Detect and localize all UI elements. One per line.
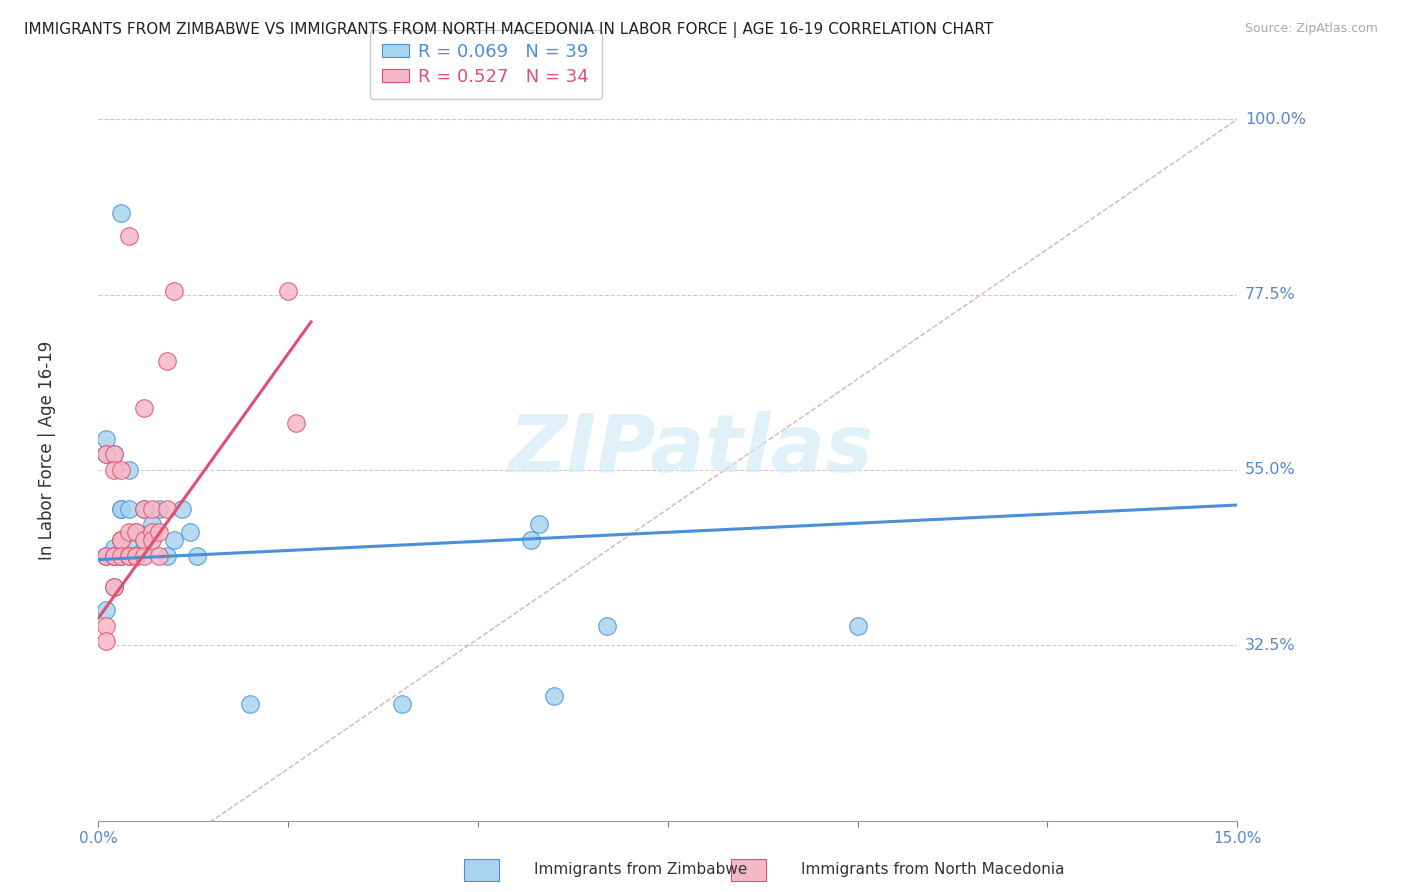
Point <box>543 689 565 703</box>
Point <box>148 502 170 516</box>
Point <box>125 525 148 540</box>
Text: In Labor Force | Age 16-19: In Labor Force | Age 16-19 <box>38 341 56 560</box>
Point <box>186 549 208 563</box>
Point <box>94 549 117 563</box>
Point <box>94 432 117 446</box>
Point <box>132 533 155 547</box>
Point <box>125 549 148 563</box>
Point <box>94 634 117 648</box>
Point <box>391 697 413 711</box>
Point <box>94 447 117 461</box>
Point <box>118 525 141 540</box>
Text: Source: ZipAtlas.com: Source: ZipAtlas.com <box>1244 22 1378 36</box>
Point <box>94 603 117 617</box>
Point <box>148 549 170 563</box>
Point <box>94 549 117 563</box>
Point <box>110 549 132 563</box>
Point <box>103 549 125 563</box>
Point <box>103 580 125 594</box>
Point <box>110 463 132 477</box>
Point <box>110 533 132 547</box>
Point <box>132 533 155 547</box>
Point <box>527 517 550 532</box>
Point <box>103 447 125 461</box>
Point <box>110 206 132 220</box>
Point <box>596 619 619 633</box>
Point <box>141 533 163 547</box>
Point <box>132 502 155 516</box>
Point <box>125 549 148 563</box>
Point <box>118 533 141 547</box>
Point <box>132 549 155 563</box>
Point <box>110 549 132 563</box>
Point <box>148 525 170 540</box>
Point <box>94 619 117 633</box>
Point <box>103 549 125 563</box>
Point <box>141 502 163 516</box>
Point <box>103 549 125 563</box>
Point <box>520 533 543 547</box>
Point <box>163 284 186 298</box>
Point <box>118 502 141 516</box>
Point <box>110 502 132 516</box>
Text: IMMIGRANTS FROM ZIMBABWE VS IMMIGRANTS FROM NORTH MACEDONIA IN LABOR FORCE | AGE: IMMIGRANTS FROM ZIMBABWE VS IMMIGRANTS F… <box>24 22 993 38</box>
Point <box>141 525 163 540</box>
Point <box>239 697 262 711</box>
Point <box>118 463 141 477</box>
Point <box>141 517 163 532</box>
Text: 77.5%: 77.5% <box>1244 287 1295 302</box>
Point <box>284 416 307 430</box>
Point <box>103 549 125 563</box>
Point <box>118 549 141 563</box>
Legend: R = 0.069   N = 39, R = 0.527   N = 34: R = 0.069 N = 39, R = 0.527 N = 34 <box>370 30 602 99</box>
Point <box>156 502 179 516</box>
Text: 100.0%: 100.0% <box>1244 112 1306 127</box>
Point <box>163 533 186 547</box>
Point <box>110 549 132 563</box>
Point <box>103 463 125 477</box>
Point <box>110 533 132 547</box>
Point <box>846 619 869 633</box>
Point <box>125 549 148 563</box>
Point <box>110 533 132 547</box>
Text: 32.5%: 32.5% <box>1244 638 1295 653</box>
Point <box>103 447 125 461</box>
Point <box>103 549 125 563</box>
Point <box>94 447 117 461</box>
Point <box>110 502 132 516</box>
Point <box>103 580 125 594</box>
Point <box>132 401 155 415</box>
Point <box>94 549 117 563</box>
Point <box>118 549 141 563</box>
Text: Immigrants from Zimbabwe: Immigrants from Zimbabwe <box>534 863 748 877</box>
Point <box>277 284 299 298</box>
Point <box>118 229 141 244</box>
Point <box>170 502 193 516</box>
Point <box>179 525 201 540</box>
Text: Immigrants from North Macedonia: Immigrants from North Macedonia <box>801 863 1064 877</box>
Point <box>132 502 155 516</box>
Point <box>156 354 179 368</box>
Point <box>156 549 179 563</box>
Text: ZIPatlas: ZIPatlas <box>508 411 873 490</box>
Point <box>141 525 163 540</box>
Text: 55.0%: 55.0% <box>1244 462 1295 477</box>
Point <box>125 525 148 540</box>
Point <box>103 541 125 555</box>
